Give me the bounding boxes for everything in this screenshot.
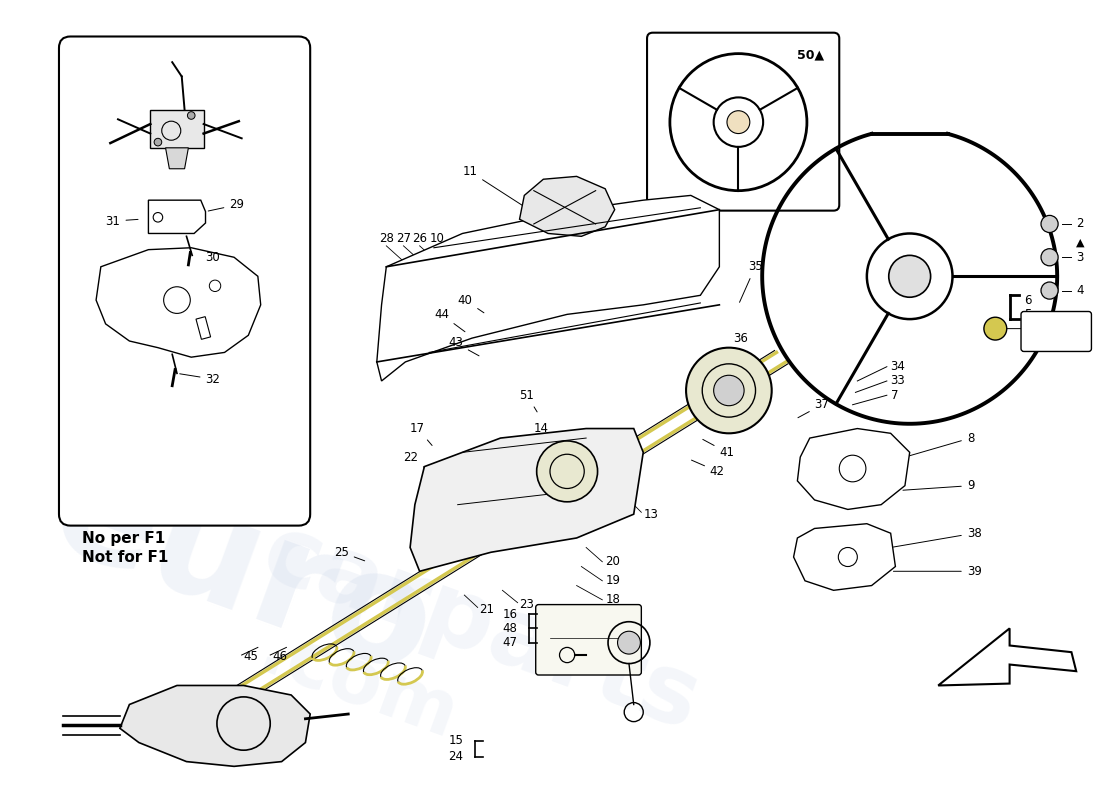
- Polygon shape: [519, 176, 615, 236]
- Bar: [196, 317, 210, 339]
- Text: 51: 51: [519, 389, 537, 412]
- Polygon shape: [798, 429, 910, 510]
- Text: 33: 33: [891, 374, 905, 387]
- Text: 6: 6: [1024, 294, 1032, 306]
- Text: euro: euro: [34, 434, 453, 709]
- Text: 21: 21: [480, 603, 495, 616]
- Circle shape: [154, 138, 162, 146]
- Polygon shape: [793, 524, 895, 590]
- FancyBboxPatch shape: [1021, 311, 1091, 351]
- Text: 7: 7: [891, 389, 899, 402]
- Text: 48: 48: [503, 622, 518, 635]
- Circle shape: [537, 441, 597, 502]
- FancyBboxPatch shape: [647, 33, 839, 210]
- Text: 46: 46: [272, 650, 287, 663]
- Text: 47: 47: [503, 636, 518, 649]
- Text: ▲: ▲: [1076, 238, 1085, 248]
- Text: 44: 44: [433, 308, 465, 332]
- Text: 43: 43: [448, 337, 478, 356]
- Text: 31: 31: [106, 214, 138, 228]
- Text: 19: 19: [605, 574, 620, 587]
- Circle shape: [727, 110, 750, 134]
- Text: 17: 17: [410, 422, 432, 446]
- Text: 23: 23: [519, 598, 535, 611]
- Text: 42: 42: [692, 460, 725, 478]
- Text: 27: 27: [396, 232, 411, 245]
- Circle shape: [714, 375, 744, 406]
- Text: 32: 32: [179, 373, 220, 386]
- Text: 28: 28: [378, 232, 394, 245]
- Text: 9: 9: [903, 479, 975, 492]
- Text: 14: 14: [534, 422, 556, 441]
- Polygon shape: [120, 686, 310, 766]
- Polygon shape: [410, 429, 644, 571]
- Polygon shape: [377, 195, 719, 381]
- Text: 29: 29: [208, 198, 244, 211]
- Text: 18: 18: [605, 594, 620, 606]
- Text: 40: 40: [458, 294, 484, 313]
- Text: 35: 35: [739, 260, 762, 302]
- Text: 30: 30: [206, 250, 220, 264]
- Text: 13: 13: [519, 498, 535, 511]
- Polygon shape: [165, 148, 188, 169]
- Text: 50▲: 50▲: [796, 48, 824, 61]
- Text: 10: 10: [429, 232, 444, 245]
- Circle shape: [983, 318, 1006, 340]
- Circle shape: [1041, 249, 1058, 266]
- Text: 39: 39: [893, 565, 981, 578]
- Text: 22: 22: [404, 450, 427, 470]
- Bar: [151, 110, 204, 148]
- Text: Not for F1: Not for F1: [81, 550, 168, 566]
- Text: 24: 24: [449, 750, 463, 763]
- Text: 20: 20: [605, 555, 620, 568]
- Text: 26: 26: [412, 232, 427, 245]
- Text: 11: 11: [462, 165, 527, 208]
- Text: 15: 15: [449, 734, 463, 747]
- Text: Ferrari: Ferrari: [573, 624, 603, 633]
- Text: 34: 34: [891, 360, 905, 373]
- Text: 49: 49: [998, 322, 1072, 335]
- Text: 5: 5: [1024, 308, 1031, 321]
- Text: carparts: carparts: [250, 506, 713, 750]
- Text: 8: 8: [908, 431, 975, 456]
- Text: 13: 13: [644, 508, 658, 521]
- Circle shape: [187, 112, 195, 119]
- Text: 36: 36: [722, 332, 748, 355]
- Text: 38: 38: [893, 526, 981, 547]
- Text: CODE: CODE: [579, 643, 597, 648]
- Text: 16: 16: [503, 608, 518, 621]
- FancyBboxPatch shape: [536, 605, 641, 675]
- Circle shape: [889, 255, 931, 298]
- Circle shape: [617, 631, 640, 654]
- Text: 41: 41: [703, 439, 735, 459]
- Text: 12: 12: [490, 460, 513, 473]
- Text: 2: 2: [1076, 218, 1084, 230]
- Text: 25: 25: [334, 546, 365, 561]
- Text: .com: .com: [249, 615, 468, 755]
- Text: 37: 37: [798, 398, 829, 418]
- Circle shape: [1041, 215, 1058, 233]
- Circle shape: [1041, 282, 1058, 299]
- Polygon shape: [938, 628, 1076, 686]
- Circle shape: [686, 348, 772, 434]
- FancyBboxPatch shape: [59, 37, 310, 526]
- Text: 45: 45: [243, 650, 258, 663]
- Text: 4: 4: [1076, 284, 1084, 297]
- Text: 3: 3: [1076, 250, 1084, 264]
- Text: ▲ = 1: ▲ = 1: [1037, 325, 1075, 338]
- Text: No per F1: No per F1: [81, 531, 165, 546]
